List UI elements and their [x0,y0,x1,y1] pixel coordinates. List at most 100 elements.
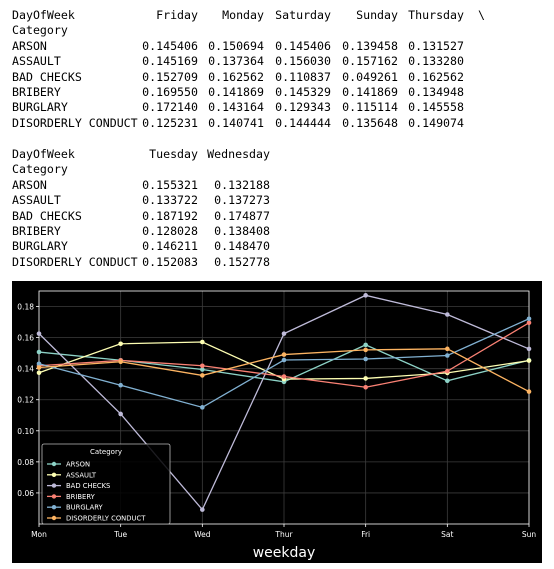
legend-swatch-marker [51,505,57,510]
table-cell: 0.145406 [275,38,331,53]
table-cell: 0.135648 [342,115,398,130]
data-point [200,339,205,345]
data-point [118,359,123,365]
table-cell: 0.174877 [214,208,270,223]
table-cell: 0.138408 [214,223,270,238]
table-cell: 0.128028 [142,223,198,238]
table-cell: 0.131527 [408,38,464,53]
column-header: Wednesday [207,147,270,161]
table-cell: 0.049261 [342,69,398,84]
data-point [281,374,287,379]
data-point [36,370,42,376]
table-cell: 0.169550 [142,84,198,99]
y-tick-label: 0.16 [17,334,34,343]
column-header: Thursday [408,8,464,22]
column-header: Friday [156,8,198,22]
y-tick-label: 0.10 [17,427,34,436]
continuation-marker: \ [478,8,485,22]
row-label: BURGLARY [12,239,68,254]
legend-entry: ASSAULT [66,471,97,479]
table-cell: 0.155321 [142,177,198,192]
table-cell: 0.137364 [208,54,264,69]
column-header: Monday [222,8,264,22]
table-cell: 0.162562 [208,69,264,84]
data-point [445,368,450,374]
data-point [526,346,532,352]
table-cell: 0.162562 [408,69,464,84]
x-tick-label: Thur [274,530,293,539]
table-cell: 0.146211 [142,239,198,254]
x-tick-label: Sun [522,530,537,539]
table-cell: 0.145558 [408,100,464,115]
table-cell: 0.140741 [208,115,264,130]
data-point [36,365,42,370]
table-cell: 0.148470 [214,239,270,254]
y-tick-label: 0.08 [17,458,34,467]
table-cell: 0.133722 [142,193,198,208]
data-point [281,357,287,363]
table-cell: 0.149074 [408,115,464,130]
data-point [363,376,368,381]
column-header: Tuesday [149,147,198,161]
table-cell: 0.141869 [208,84,264,99]
data-point [36,361,42,367]
table-cell: 0.129343 [275,100,331,115]
legend-entry: BAD CHECKS [66,482,110,490]
data-point [445,378,450,384]
row-label: BRIBERY [12,223,61,238]
row-label: ASSAULT [12,193,61,208]
table-cell: 0.152778 [214,254,270,269]
table-cell: 0.125231 [142,115,198,130]
legend-swatch-marker [51,472,57,477]
index-name: Category [12,162,68,177]
data-point [36,331,42,336]
data-point [200,373,205,378]
column-header: Sunday [356,8,398,22]
legend-entry: BURGLARY [66,504,104,512]
legend-title: Category [90,448,122,456]
table-cell: 0.187192 [142,208,198,223]
row-label: DISORDERLY CONDUCT [12,254,138,269]
y-tick-label: 0.12 [17,396,34,405]
table-cell: 0.143164 [208,100,264,115]
data-point [363,293,368,298]
row-label: ASSAULT [12,54,61,69]
row-label: BRIBERY [12,84,61,99]
index-name: Category [12,23,68,38]
table-cell: 0.110837 [275,69,331,84]
row-label: BAD CHECKS [12,69,82,84]
data-point [281,331,287,336]
x-tick-label: Fri [361,530,370,539]
table-cell: 0.133280 [408,54,464,69]
y-tick-label: 0.18 [17,303,34,312]
x-tick-label: Mon [31,530,47,539]
x-tick-label: Sat [441,530,453,539]
data-point [200,363,205,369]
index-header: DayOfWeek [12,147,75,161]
table-cell: 0.115114 [342,100,398,115]
line-chart: 0.06 0.08 0.10 0.12 0.14 0.16 0.18 Mon Tue Wed Thu… [12,281,542,563]
data-point [526,358,532,363]
data-point [526,316,532,322]
data-point [118,382,123,388]
x-tick-label: Tue [113,530,127,539]
legend-swatch-marker [51,483,57,488]
data-point [526,320,532,326]
table-cell: 0.134948 [408,84,464,99]
table-cell: 0.157162 [342,54,398,69]
table-cell: 0.132188 [214,177,270,192]
data-point [363,342,368,348]
table-cell: 0.172140 [142,100,198,115]
data-point [200,367,205,372]
data-point [36,349,42,355]
table-cell: 0.152083 [142,254,198,269]
table-cell: 0.156030 [275,54,331,69]
table-cell: 0.144444 [275,115,331,130]
data-point [526,389,532,394]
y-tick-label: 0.06 [17,489,34,498]
table-cell: 0.141869 [342,84,398,99]
data-point [200,507,205,512]
table-cell: 0.145329 [275,84,331,99]
row-label: ARSON [12,38,47,53]
row-label: ARSON [12,177,47,192]
